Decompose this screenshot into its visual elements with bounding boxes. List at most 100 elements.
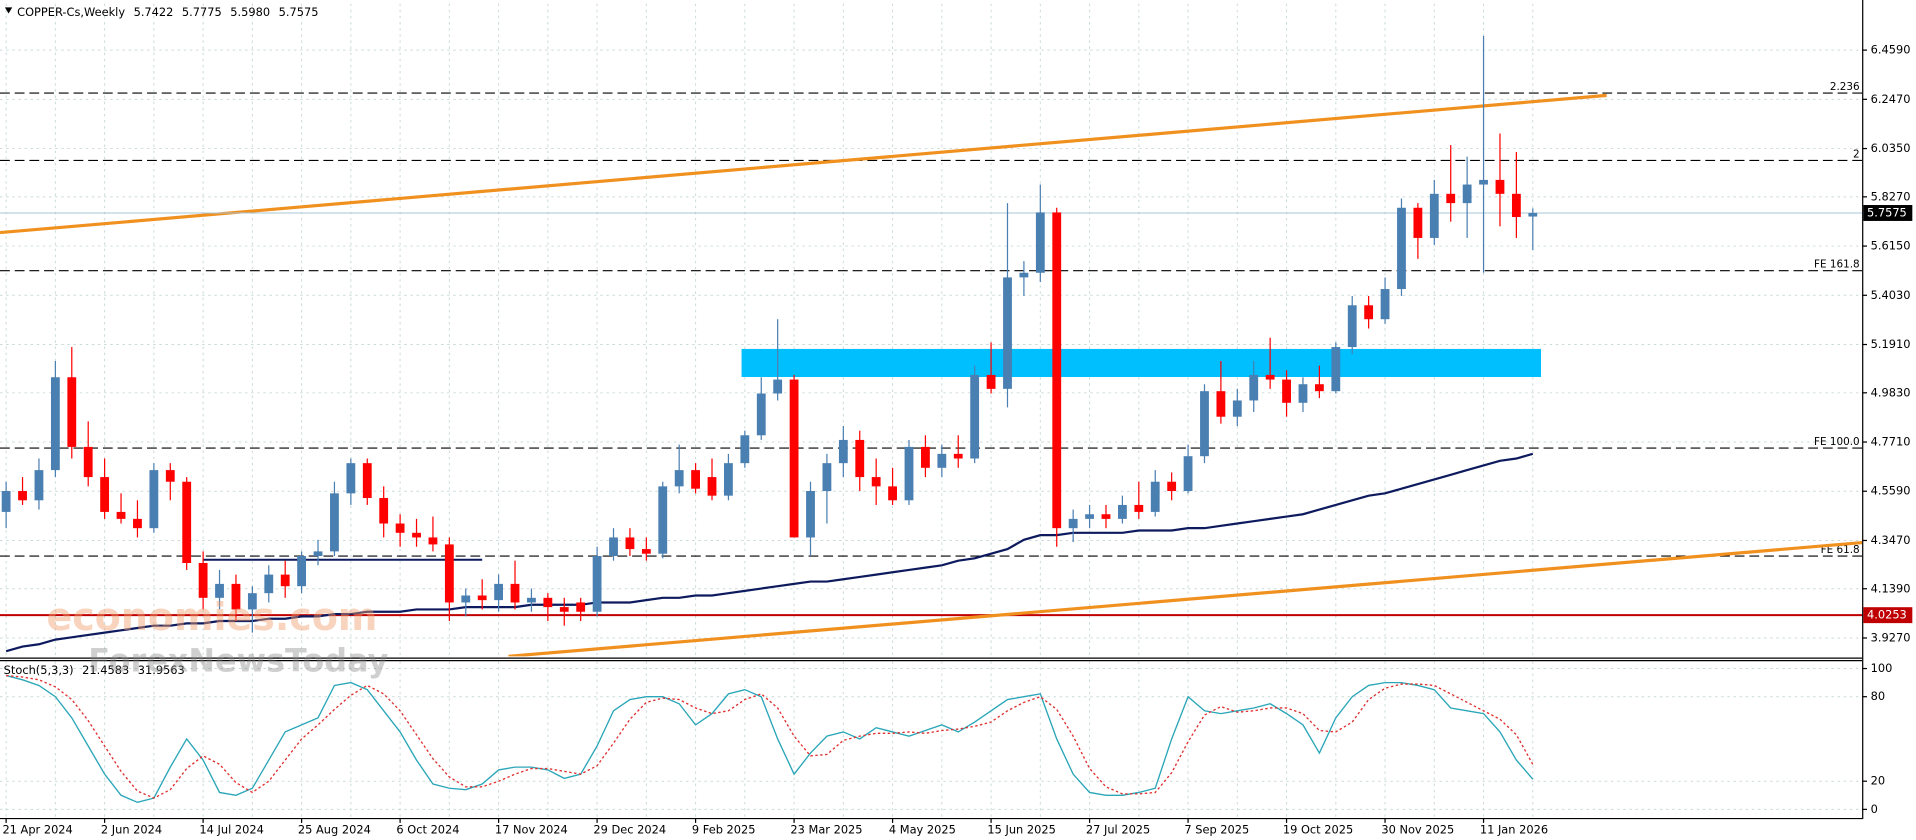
stoch-k-value: 21.4583 bbox=[82, 662, 129, 676]
x-tick-label: 19 Oct 2025 bbox=[1283, 823, 1353, 837]
candle-body bbox=[953, 453, 963, 459]
candle-body bbox=[970, 374, 980, 459]
candle-body bbox=[50, 377, 60, 471]
candle-body bbox=[1282, 379, 1291, 403]
candle-body bbox=[182, 481, 192, 563]
y-tick-label: 6.2470 bbox=[1871, 92, 1911, 106]
y-tick-label: 4.3470 bbox=[1871, 533, 1911, 547]
candle-body bbox=[444, 544, 454, 603]
symbol-title: COPPER-Cs,Weekly bbox=[17, 5, 125, 19]
candle-body bbox=[921, 446, 930, 468]
low-value: 5.5980 bbox=[230, 5, 270, 19]
candle-body bbox=[100, 477, 110, 512]
watermark: economies.com bbox=[47, 595, 378, 639]
candle-body bbox=[346, 463, 356, 494]
price-pane: 2.236 2 FE 161.8 FE 100.0 FE 61.8 bbox=[0, 3, 1863, 657]
candle-body bbox=[83, 446, 93, 478]
y-tick-label: 5.6150 bbox=[1871, 239, 1911, 253]
candle-body bbox=[1347, 305, 1357, 348]
fibo-label: FE 161.8 bbox=[1814, 259, 1860, 271]
stoch-line bbox=[5, 674, 1534, 804]
stoch-pane bbox=[0, 661, 1863, 818]
candle-body bbox=[576, 602, 586, 612]
candle-body bbox=[773, 379, 783, 394]
candle-body bbox=[1101, 514, 1111, 519]
x-tick-label: 7 Sep 2025 bbox=[1184, 823, 1249, 837]
candle-body bbox=[1003, 277, 1012, 389]
x-tick-label: 4 May 2025 bbox=[889, 823, 956, 837]
y-tick-label: 4.1390 bbox=[1871, 581, 1911, 595]
candle-body bbox=[362, 463, 372, 498]
candle-body bbox=[1380, 289, 1390, 320]
candle-body bbox=[1, 491, 11, 512]
y-tick-label: 80 bbox=[1871, 689, 1885, 703]
candle-body bbox=[231, 583, 241, 610]
candle-body bbox=[510, 583, 520, 603]
candle-body bbox=[1446, 193, 1456, 204]
candle-body bbox=[1085, 514, 1094, 519]
candle-body bbox=[1397, 207, 1406, 290]
candle-body bbox=[165, 470, 175, 482]
candle-body bbox=[1035, 212, 1045, 273]
candle-body bbox=[789, 379, 799, 538]
candle-body bbox=[592, 556, 602, 612]
x-tick-label: 17 Nov 2024 bbox=[495, 823, 568, 837]
x-tick-label: 29 Dec 2024 bbox=[593, 823, 666, 837]
x-tick-label: 15 Jun 2025 bbox=[987, 823, 1055, 837]
candle-body bbox=[756, 393, 766, 436]
candle-body bbox=[838, 439, 848, 464]
stoch-d-value: 31.9563 bbox=[138, 662, 185, 676]
candle-body bbox=[1528, 212, 1538, 217]
candle-body bbox=[1068, 518, 1078, 529]
moving-average bbox=[5, 452, 1534, 653]
candle-body bbox=[215, 583, 224, 598]
candle-body bbox=[264, 574, 274, 594]
watermark: ForexNewsToday bbox=[88, 641, 388, 679]
y-tick-label: 6.4590 bbox=[1871, 43, 1911, 57]
candle-body bbox=[461, 595, 471, 603]
x-tick-label: 6 Oct 2024 bbox=[396, 823, 459, 837]
candle-body bbox=[1298, 384, 1308, 403]
x-tick-label: 21 Apr 2024 bbox=[2, 823, 72, 837]
y-tick-label: 3.9270 bbox=[1871, 630, 1911, 644]
candle-body bbox=[1150, 481, 1160, 512]
open-value: 5.7422 bbox=[134, 5, 174, 19]
overlay: COPPER-Cs,Weekly 5.7422 5.7775 5.5980 5.… bbox=[4, 5, 389, 680]
candle-body bbox=[1019, 272, 1029, 278]
candle-body bbox=[691, 470, 701, 489]
candle-body bbox=[674, 470, 684, 487]
candle-body bbox=[543, 597, 553, 608]
x-tick-label: 14 Jul 2024 bbox=[199, 823, 263, 837]
candle-body bbox=[937, 453, 947, 468]
candle-body bbox=[494, 583, 504, 601]
candle-body bbox=[888, 486, 897, 501]
candle-body bbox=[1495, 179, 1505, 194]
candle-body bbox=[1052, 212, 1062, 529]
x-tick-label: 23 Mar 2025 bbox=[790, 823, 862, 837]
candle-body bbox=[1479, 179, 1488, 185]
trendline bbox=[0, 93, 1607, 235]
candle-body bbox=[198, 562, 208, 598]
candle-body bbox=[395, 523, 405, 533]
candle-body bbox=[707, 477, 717, 496]
candle-body bbox=[904, 446, 914, 501]
x-tick-label: 2 Jun 2024 bbox=[101, 823, 162, 837]
y-tick-label: 0 bbox=[1871, 802, 1878, 816]
candle-body bbox=[1134, 504, 1144, 512]
candle-body bbox=[806, 491, 815, 538]
candle-body bbox=[379, 497, 389, 524]
x-tick-label: 11 Jan 2026 bbox=[1480, 823, 1548, 837]
candle-body bbox=[1232, 400, 1242, 417]
candle-body bbox=[1249, 374, 1259, 401]
candle-body bbox=[527, 597, 536, 603]
candle-body bbox=[1429, 193, 1439, 238]
candle-body bbox=[986, 374, 996, 389]
y-tick-label: 4.9830 bbox=[1871, 385, 1911, 399]
candle-body bbox=[559, 607, 569, 612]
x-tick-label: 9 Feb 2025 bbox=[692, 823, 756, 837]
candle-body bbox=[641, 549, 651, 554]
y-tick-label: 5.8270 bbox=[1871, 189, 1911, 203]
candle-body bbox=[609, 537, 618, 557]
candle-body bbox=[1200, 391, 1209, 457]
candle-body bbox=[247, 593, 257, 610]
